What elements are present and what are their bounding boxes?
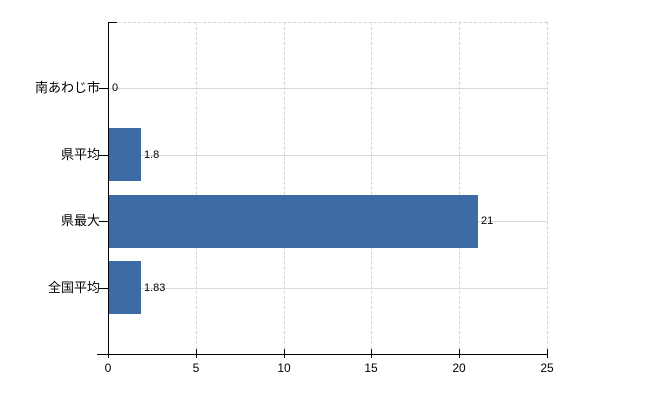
y-axis-tick	[99, 288, 108, 289]
gridline-vertical	[371, 22, 372, 354]
chart-bar	[109, 128, 141, 181]
x-tick-label: 5	[192, 361, 200, 375]
x-tick-label: 10	[277, 361, 291, 375]
gridline-row	[108, 88, 547, 89]
value-label: 0	[112, 82, 119, 94]
chart-bar	[109, 261, 141, 314]
x-axis-tick	[547, 349, 548, 358]
y-axis-tick	[99, 88, 108, 89]
value-label: 1.8	[144, 149, 160, 161]
plot-top-border	[108, 22, 547, 23]
x-axis-tick	[196, 349, 197, 358]
x-tick-label: 25	[540, 361, 554, 375]
y-axis-top-tick	[108, 22, 117, 23]
gridline-vertical	[196, 22, 197, 354]
x-axis-tick	[371, 349, 372, 358]
value-label: 21	[481, 215, 494, 227]
y-axis	[108, 22, 109, 358]
x-axis-tick	[459, 349, 460, 358]
gridline-vertical	[459, 22, 460, 354]
category-label: 県最大	[60, 213, 100, 228]
x-axis	[97, 354, 548, 355]
x-axis-tick	[284, 349, 285, 358]
category-label: 南あわじ市	[34, 80, 100, 95]
chart-bar	[109, 195, 478, 248]
x-tick-label: 15	[364, 361, 378, 375]
value-label: 1.83	[144, 282, 166, 294]
y-axis-tick	[99, 221, 108, 222]
x-tick-label: 0	[104, 361, 112, 375]
gridline-vertical	[284, 22, 285, 354]
gridline-row	[108, 288, 547, 289]
x-axis-tick	[108, 349, 109, 358]
category-label: 全国平均	[47, 280, 100, 295]
gridline-vertical	[547, 22, 548, 354]
gridline-row	[108, 155, 547, 156]
x-tick-label: 20	[452, 361, 466, 375]
category-label: 県平均	[60, 147, 100, 162]
y-axis-tick	[99, 155, 108, 156]
